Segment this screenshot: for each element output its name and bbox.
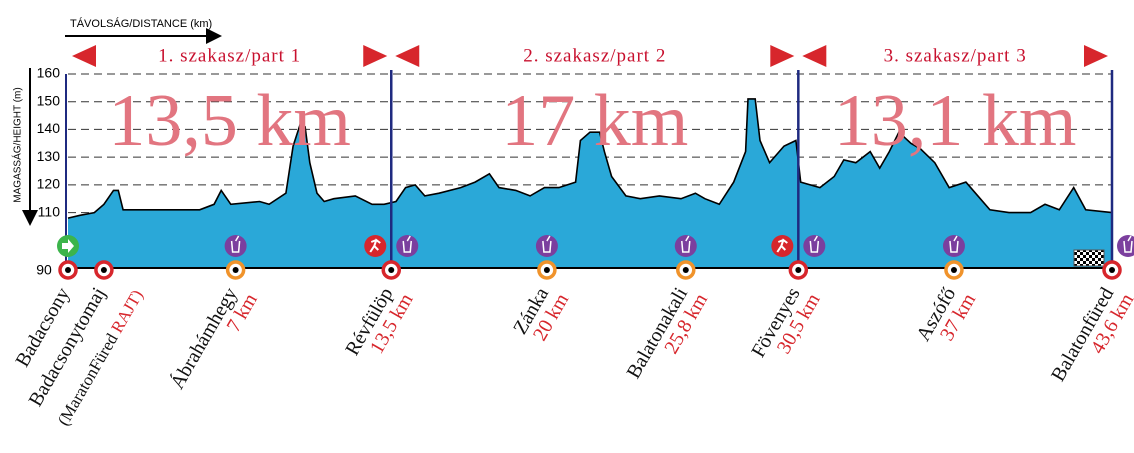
- segment-length: 13,5 km: [108, 80, 351, 162]
- run-glyph: [776, 238, 788, 253]
- station-dot: [100, 267, 107, 273]
- drink-icon: [803, 235, 826, 257]
- station-dot: [232, 267, 239, 273]
- drink-icon: [224, 235, 247, 257]
- y-tick-label: 90: [36, 262, 52, 278]
- station-dot: [388, 267, 395, 273]
- drink-icon: [674, 235, 697, 257]
- segment-arrow: [1084, 45, 1108, 67]
- segment-name: 2. szakasz/part 2: [523, 45, 666, 66]
- y-tick-label: 140: [37, 120, 61, 136]
- drink-glyph: [402, 235, 413, 253]
- drink-glyph: [230, 235, 241, 253]
- y-axis-label: MAGASSÁG/HEIGHT (m): [11, 87, 24, 202]
- segment-length: 17 km: [501, 80, 688, 162]
- segment-arrow: [770, 45, 795, 67]
- station-dot: [65, 267, 71, 273]
- drink-icon: [942, 235, 965, 257]
- segment-length: 13,1 km: [834, 80, 1077, 162]
- drink-icon: [396, 235, 419, 257]
- y-tick-label: 160: [37, 65, 61, 81]
- y-tick-label: 150: [37, 92, 61, 108]
- station-dot: [1109, 267, 1115, 273]
- run-glyph: [369, 238, 381, 253]
- start-label: RAJT): [107, 286, 147, 336]
- station-name: Ábrahámhegy: [165, 283, 242, 393]
- drink-glyph: [681, 235, 691, 253]
- x-axis-label: TÁVOLSÁG/DISTANCE (km): [70, 17, 212, 30]
- station-dot: [950, 267, 957, 273]
- y-tick-label: 130: [37, 148, 61, 164]
- segment-arrow: [395, 45, 420, 67]
- station-dot: [682, 267, 689, 273]
- segment-arrow: [363, 45, 388, 67]
- start-glyph: [62, 239, 74, 253]
- segment-arrow: [72, 45, 96, 67]
- y-tick-label: 120: [37, 176, 61, 192]
- segment-name: 3. szakasz/part 3: [884, 45, 1027, 66]
- station-dot: [795, 267, 802, 273]
- segment-arrow: [802, 45, 827, 67]
- drink-glyph: [949, 235, 959, 253]
- finish-flag: [1073, 249, 1105, 267]
- y-tick-label: 110: [38, 203, 61, 219]
- station-dot: [543, 267, 550, 273]
- drink-icon: [535, 235, 558, 257]
- elevation-line: [67, 98, 1113, 219]
- drink-glyph: [542, 235, 552, 253]
- segment-name: 1. szakasz/part 1: [158, 45, 301, 66]
- drink-glyph: [1123, 235, 1133, 253]
- drink-glyph: [809, 235, 820, 253]
- elevation-area: [68, 98, 1112, 269]
